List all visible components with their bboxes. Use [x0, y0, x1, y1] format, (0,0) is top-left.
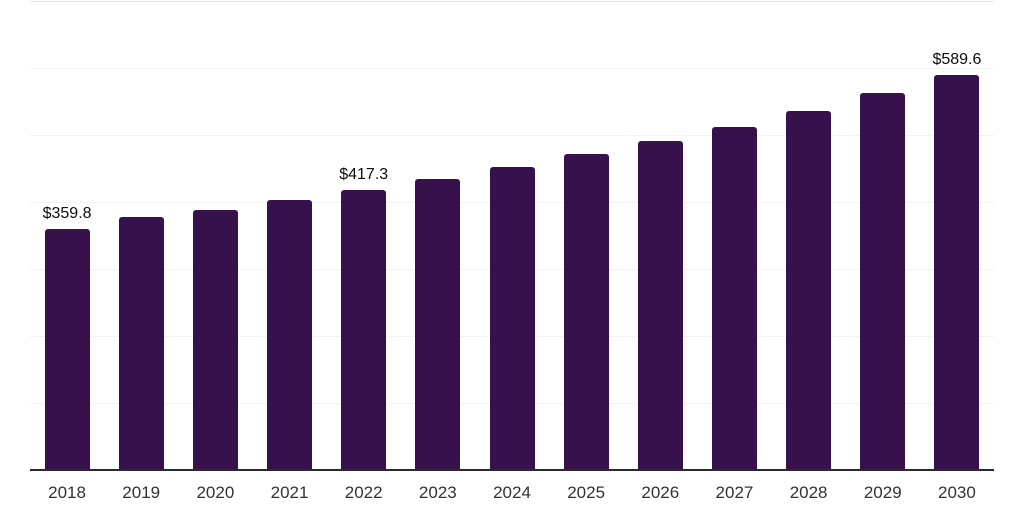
- x-tick-label-2025: 2025: [567, 483, 606, 502]
- bar-2028[interactable]: [786, 110, 832, 470]
- x-axis-line: [30, 469, 994, 471]
- x-tick-label-2022: 2022: [344, 483, 383, 502]
- bar-2029[interactable]: [860, 92, 906, 470]
- x-tick-label-2018: 2018: [48, 483, 86, 502]
- x-tick-label-2021: 2021: [270, 483, 309, 502]
- bar-2018[interactable]: [44, 228, 90, 470]
- bar-2026[interactable]: [637, 140, 683, 470]
- x-tick-label-2027: 2027: [715, 483, 754, 502]
- x-tick-label-2023: 2023: [418, 483, 457, 502]
- bar-2024[interactable]: [489, 167, 535, 470]
- x-tick-label-2028: 2028: [789, 483, 828, 502]
- bar-2030[interactable]: [934, 74, 980, 470]
- bar-2027[interactable]: [711, 126, 757, 470]
- bar-2023[interactable]: [415, 179, 461, 470]
- bar-2022[interactable]: [341, 190, 387, 470]
- gridline-600: [30, 68, 994, 69]
- x-tick-label-2024: 2024: [493, 483, 531, 502]
- gridline-500: [30, 135, 994, 136]
- bar-2021[interactable]: [267, 200, 313, 470]
- value-label-2018: $359.8: [42, 204, 92, 222]
- x-tick-label-2026: 2026: [641, 483, 680, 502]
- bar-2020[interactable]: [192, 209, 238, 470]
- x-tick-label-2030: 2030: [938, 483, 976, 502]
- bar-2025[interactable]: [563, 154, 609, 470]
- x-tick-label-2020: 2020: [196, 483, 235, 502]
- x-tick-label-2029: 2029: [863, 483, 902, 502]
- value-label-2022: $417.3: [339, 166, 389, 184]
- x-tick-label-2019: 2019: [122, 483, 161, 502]
- bar-2019[interactable]: [118, 216, 164, 470]
- value-label-2030: $589.6: [932, 50, 982, 68]
- gridline-700: [30, 1, 994, 2]
